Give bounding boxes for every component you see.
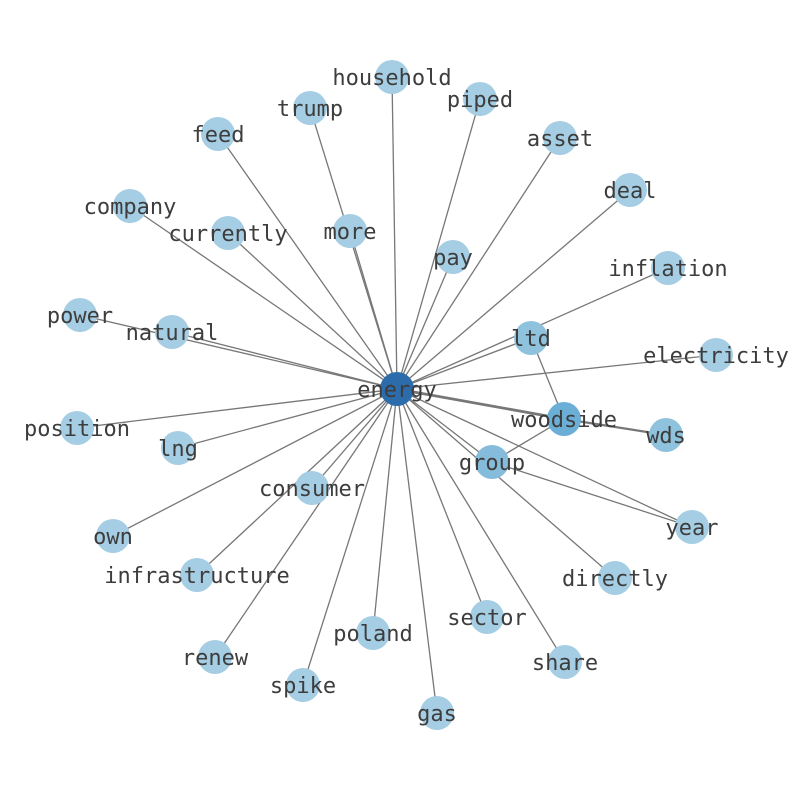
node-currently [211, 216, 245, 250]
node-company [113, 189, 147, 223]
node-label-wds: wds [646, 424, 686, 449]
node-label-directly: directly [562, 567, 668, 592]
node-group [475, 445, 509, 479]
node-trump [293, 91, 327, 125]
node-pay [436, 240, 470, 274]
edge-energy-spike [302, 388, 398, 686]
node-label-own: own [93, 525, 133, 550]
node-label-pay: pay [433, 246, 473, 271]
node-label-feed: feed [192, 123, 245, 148]
edge-energy-poland [372, 388, 398, 634]
node-label-infrastructure: infrastructure [104, 564, 289, 589]
edge-energy-ltd [396, 337, 532, 390]
node-label-renew: renew [182, 646, 249, 671]
node-label-energy: energy [357, 378, 436, 403]
node-share [548, 645, 582, 679]
edge-energy-group [396, 388, 493, 463]
edge-energy-year [396, 388, 693, 528]
node-label-gas: gas [417, 702, 457, 727]
node-piped [463, 82, 497, 116]
node-label-group: group [459, 451, 525, 476]
node-label-position: position [24, 417, 130, 442]
edge-energy-more [349, 230, 398, 390]
node-household [375, 60, 409, 94]
node-position [60, 411, 94, 445]
node-sector [470, 600, 504, 634]
node-wds [649, 418, 683, 452]
node-label-poland: poland [333, 622, 412, 647]
node-label-deal: deal [604, 179, 657, 204]
edge-energy-directly [396, 388, 616, 579]
node-year [675, 510, 709, 544]
edge-energy-currently [227, 232, 398, 390]
node-energy [380, 372, 414, 406]
node-label-share: share [532, 651, 598, 676]
edge-energy-position [76, 388, 398, 429]
node-spike [286, 668, 320, 702]
node-ltd [514, 321, 548, 355]
node-infrastructure [180, 558, 214, 592]
edge-energy-lng [177, 388, 398, 449]
node-label-consumer: consumer [259, 477, 365, 502]
node-asset [543, 121, 577, 155]
edge-energy-pay [396, 256, 454, 390]
edge-energy-woodside [396, 387, 565, 421]
node-renew [198, 640, 232, 674]
node-woodside [547, 402, 581, 436]
node-power [63, 298, 97, 332]
edge-energy-own [112, 388, 398, 537]
edge-energy-natural [171, 331, 398, 390]
node-inflation [651, 251, 685, 285]
node-label-lng: lng [158, 437, 198, 462]
node-label-woodside: woodside [511, 408, 617, 433]
edge-energy-company [129, 205, 398, 390]
node-label-more: more [324, 220, 377, 245]
node-label-sector: sector [447, 606, 526, 631]
node-label-year: year [666, 516, 719, 541]
edge-energy-renew [214, 388, 398, 658]
node-label-asset: asset [527, 127, 593, 152]
edge-energy-household [391, 76, 398, 390]
node-label-currently: currently [168, 222, 287, 247]
node-label-power: power [47, 304, 113, 329]
node-label-ltd: ltd [511, 327, 551, 352]
node-label-trump: trump [277, 97, 343, 122]
edge-energy-deal [396, 189, 631, 390]
node-label-spike: spike [270, 674, 336, 699]
edge-woodside-wds [563, 417, 667, 437]
node-label-electricity: electricity [643, 344, 789, 369]
node-natural [155, 315, 189, 349]
node-more [333, 214, 367, 248]
node-label-household: household [332, 66, 451, 91]
edge-energy-sector [396, 388, 488, 618]
node-gas [420, 696, 454, 730]
node-electricity [699, 338, 733, 372]
edge-energy-gas [396, 388, 438, 714]
node-label-piped: piped [447, 88, 513, 113]
node-feed [201, 117, 235, 151]
edge-energy-power [79, 314, 398, 390]
node-label-inflation: inflation [608, 257, 727, 282]
edges-layer [76, 76, 717, 714]
node-directly [598, 561, 632, 595]
nodes-layer [60, 60, 733, 730]
edge-energy-piped [396, 98, 481, 390]
edge-energy-consumer [311, 388, 398, 489]
edge-energy-electricity [396, 354, 717, 390]
node-poland [356, 616, 390, 650]
edge-energy-asset [396, 137, 561, 390]
node-own [96, 519, 130, 553]
edge-group-year [491, 461, 693, 528]
node-label-company: company [84, 195, 177, 220]
node-lng [161, 431, 195, 465]
edge-energy-feed [217, 133, 398, 390]
node-deal [613, 173, 647, 207]
node-consumer [295, 471, 329, 505]
node-label-natural: natural [126, 321, 219, 346]
edge-energy-share [396, 388, 566, 663]
